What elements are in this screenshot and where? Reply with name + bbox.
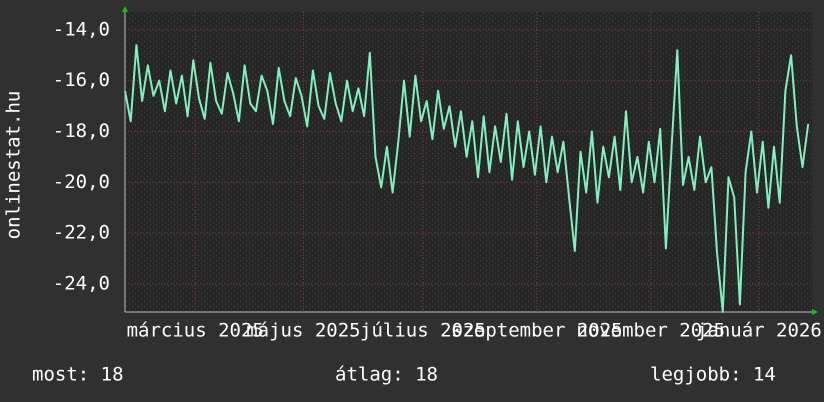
x-arrow bbox=[812, 309, 818, 315]
stat-average: átlag: 18 bbox=[335, 364, 438, 386]
stat-best: legjobb: 14 bbox=[650, 364, 776, 386]
series bbox=[124, 44, 810, 313]
x-tick-label: január 2026 bbox=[696, 320, 822, 342]
x-tick-label: november 2025 bbox=[576, 320, 725, 342]
y-tick-label: -18,0 bbox=[53, 120, 110, 142]
y-axis-label: onlinestat.hu bbox=[3, 91, 25, 240]
y-tick-label: -20,0 bbox=[53, 171, 110, 193]
y-tick-label: -14,0 bbox=[53, 18, 110, 40]
x-tick-label: július 2025 bbox=[360, 320, 486, 342]
data-line bbox=[124, 44, 810, 313]
x-tick-label: szeptember 2025 bbox=[451, 320, 623, 342]
y-tick-label: -22,0 bbox=[53, 222, 110, 244]
y-tick-label: -24,0 bbox=[53, 273, 110, 295]
minor-grid bbox=[125, 12, 812, 312]
x-tick-label: május 2025 bbox=[246, 320, 360, 342]
stat-current: most: 18 bbox=[32, 364, 124, 386]
x-tick-label: március 2025 bbox=[127, 320, 264, 342]
y-tick-label: -16,0 bbox=[53, 69, 110, 91]
y-arrow bbox=[122, 6, 128, 12]
